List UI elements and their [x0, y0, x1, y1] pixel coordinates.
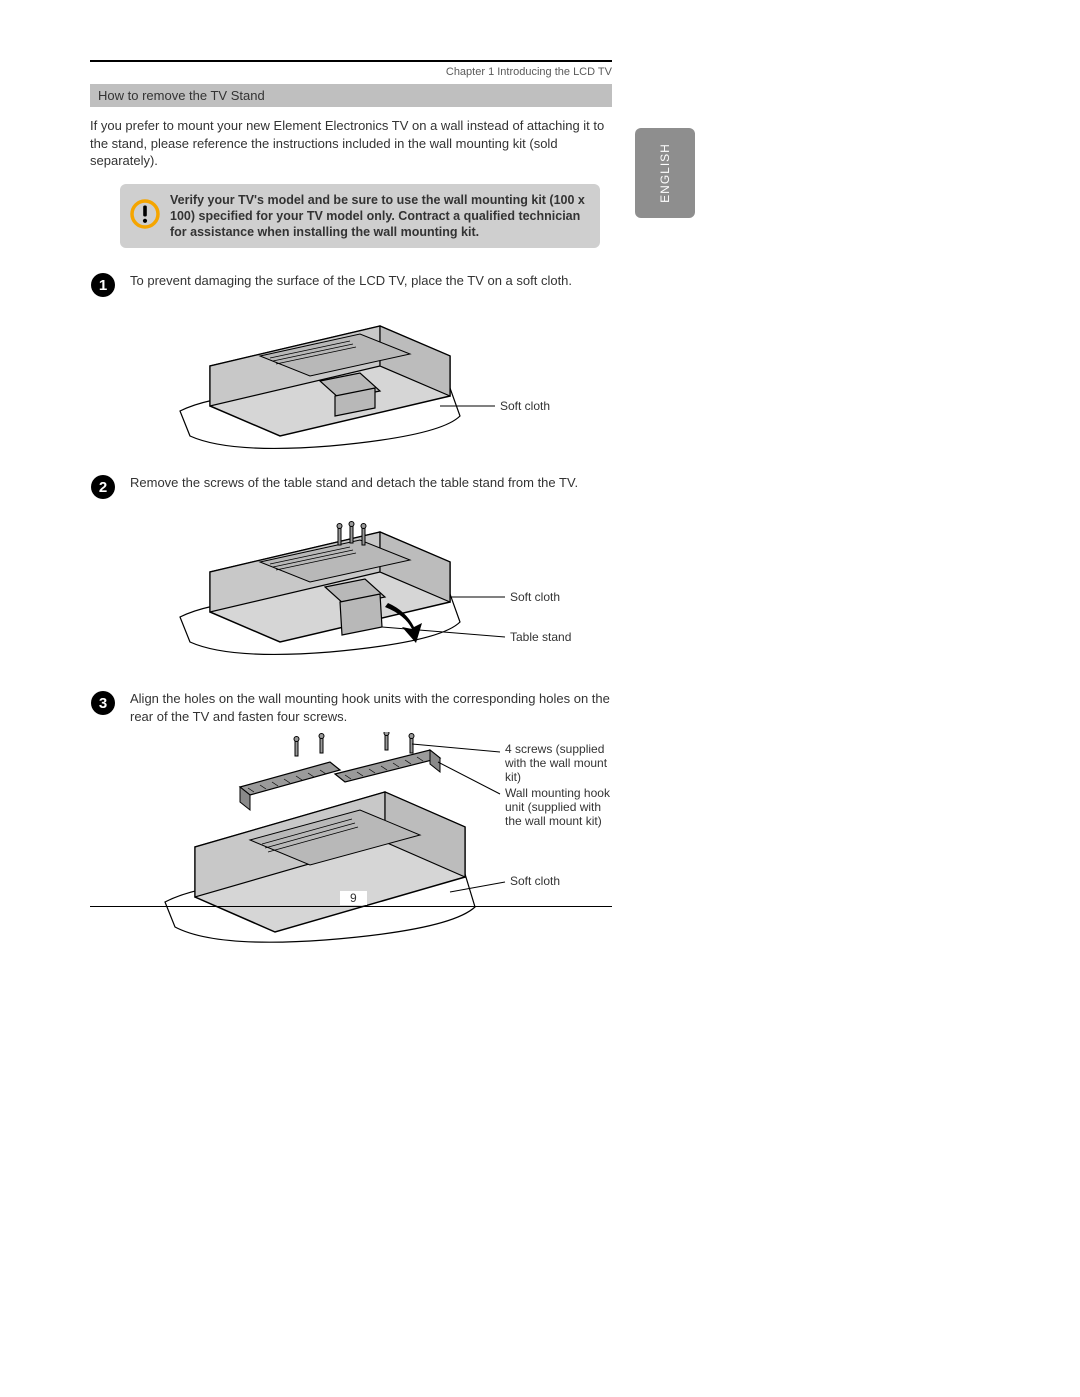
step1-label-softcloth: Soft cloth: [500, 399, 550, 413]
step-number-icon: 1: [90, 272, 116, 303]
step-2: 2 Remove the screws of the table stand a…: [90, 474, 612, 683]
step-3: 3 Align the holes on the wall mounting h…: [90, 690, 612, 966]
language-tab-label: ENGLISH: [658, 143, 672, 203]
chapter-heading: Chapter 1 Introducing the LCD TV: [90, 66, 612, 78]
content-column: Chapter 1 Introducing the LCD TV How to …: [90, 60, 612, 975]
step-3-diagram: 4 screws (supplied with the wall mount k…: [130, 732, 612, 967]
bracket-right: [335, 750, 440, 782]
svg-text:1: 1: [99, 277, 107, 294]
step2-label-softcloth: Soft cloth: [510, 590, 560, 604]
step-2-text: Remove the screws of the table stand and…: [130, 474, 612, 492]
step-number-icon: 2: [90, 474, 116, 505]
step-2-diagram: Soft cloth Table stand: [150, 497, 612, 682]
bracket-left: [240, 762, 340, 810]
intro-paragraph: If you prefer to mount your new Element …: [90, 117, 612, 170]
language-tab: ENGLISH: [635, 128, 695, 218]
warning-box: Verify your TV's model and be sure to us…: [120, 184, 600, 249]
bottom-rule: [90, 906, 612, 907]
warning-icon: [130, 199, 160, 234]
step3-label-screws: 4 screws (supplied with the wall mount k…: [505, 742, 620, 784]
svg-text:3: 3: [99, 695, 107, 712]
step3-label-softcloth: Soft cloth: [510, 874, 610, 888]
svg-text:2: 2: [99, 479, 107, 496]
warning-text: Verify your TV's model and be sure to us…: [170, 192, 590, 241]
top-rule: [90, 60, 612, 62]
step3-label-hook: Wall mounting hook unit (supplied with t…: [505, 786, 620, 828]
section-title-bar: How to remove the TV Stand: [90, 84, 612, 107]
step-1-diagram: Soft cloth: [150, 296, 612, 466]
step-3-text: Align the holes on the wall mounting hoo…: [130, 690, 612, 725]
manual-page: ENGLISH Chapter 1 Introducing the LCD TV…: [0, 0, 1080, 1397]
step-1: 1 To prevent damaging the surface of the…: [90, 272, 612, 466]
step2-label-tablestand: Table stand: [510, 630, 571, 644]
page-number: 9: [340, 891, 367, 905]
step-1-text: To prevent damaging the surface of the L…: [130, 272, 612, 290]
step-number-icon: 3: [90, 690, 116, 721]
